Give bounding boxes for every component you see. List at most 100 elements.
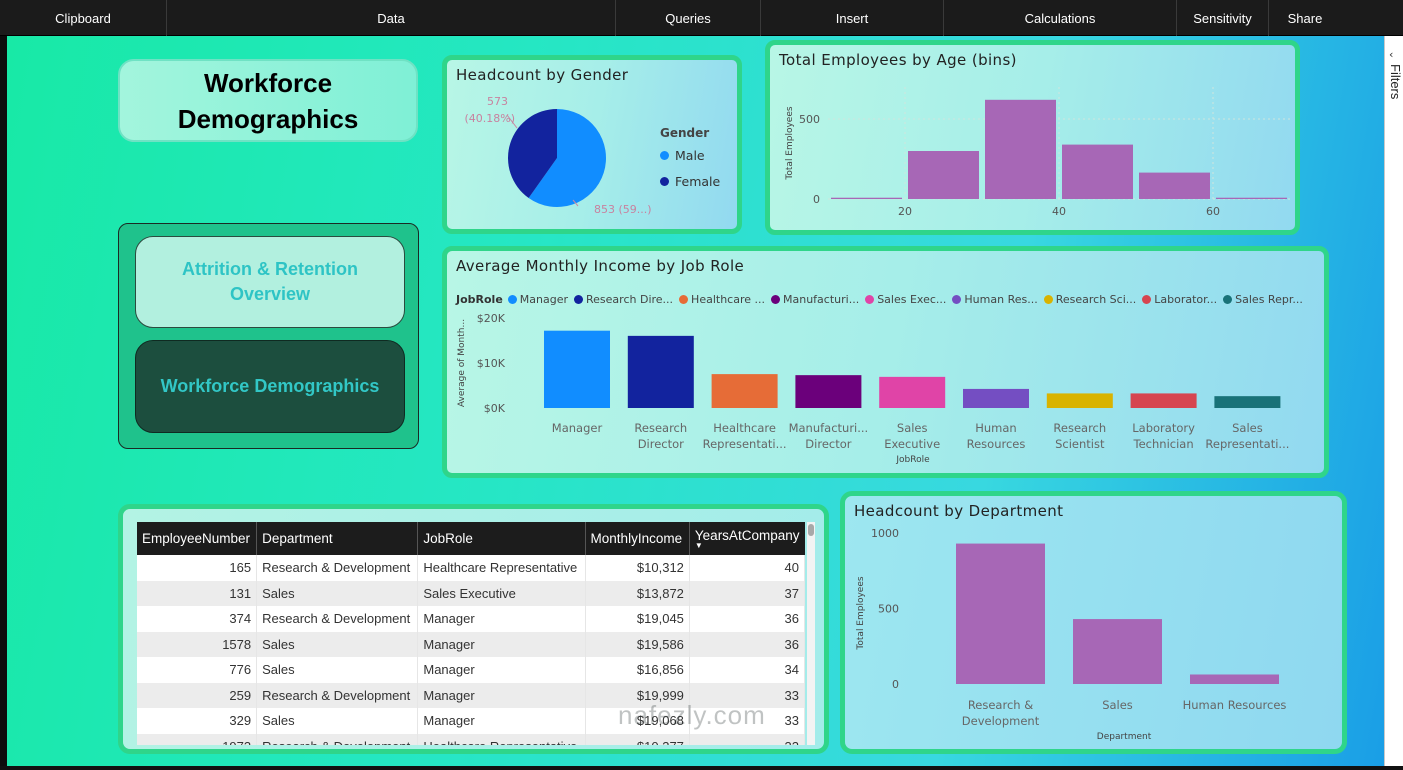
pie-slice-male[interactable] — [528, 109, 606, 207]
ribbon-sensitivity[interactable]: Sensitivity — [1177, 0, 1269, 36]
legend-label-male: Male — [675, 148, 705, 163]
income-chart-panel[interactable]: Average Monthly Income by Job Role JobRo… — [442, 246, 1329, 478]
income-bar-svg: $0K $10K $20K Manager Research Director Health… — [457, 312, 1289, 465]
table-cell: $19,999 — [585, 682, 690, 708]
col-header-monthly-income[interactable]: MonthlyIncome — [585, 522, 690, 555]
income-bar[interactable] — [627, 335, 694, 408]
table-cell: Research & Development — [256, 606, 419, 632]
col-header-jobrole[interactable]: JobRole — [417, 522, 586, 555]
income-bar[interactable] — [795, 375, 862, 408]
table-row[interactable]: 131 Sales Sales Executive $13,872 37 — [137, 580, 805, 606]
jobrole-legend-label: Healthcare ... — [691, 293, 765, 306]
page-title: Workforce Demographics — [118, 59, 418, 142]
pie-slice-female[interactable] — [508, 109, 557, 198]
table-row[interactable]: 165 Research & Development Healthcare Repr… — [137, 555, 805, 581]
jobrole-legend: JobRole Manager Research Dire... Healthcar… — [456, 293, 1309, 306]
ribbon-share[interactable]: Share — [1287, 10, 1323, 26]
table-scrollbar[interactable] — [807, 522, 815, 745]
legend-item-female[interactable]: Female — [660, 174, 720, 189]
legend-dot — [771, 295, 780, 304]
filters-pane[interactable]: ‹ Filters — [1384, 36, 1403, 770]
ribbon-clipboard[interactable]: Clipboard — [0, 0, 167, 36]
dept-bar[interactable] — [1073, 619, 1162, 684]
jobrole-legend-item[interactable]: Manager — [507, 293, 569, 306]
col-header-department[interactable]: Department — [256, 522, 419, 555]
table-row[interactable]: 374 Research & Development Manager $19,045 3… — [137, 606, 805, 632]
table-cell: Manager — [417, 631, 586, 657]
jobrole-legend-item[interactable]: Laborator... — [1142, 293, 1217, 306]
jobrole-legend-item[interactable]: Human Res... — [952, 293, 1038, 306]
income-x-tick-label: Manager — [552, 421, 603, 435]
income-bar[interactable] — [711, 374, 778, 408]
income-bar[interactable] — [1214, 396, 1281, 408]
income-bar[interactable] — [963, 388, 1029, 408]
chevron-left-icon[interactable]: ‹ — [1389, 48, 1394, 61]
jobrole-legend-item[interactable]: Research Sci... — [1043, 293, 1137, 306]
income-x-axis-title: JobRole — [895, 455, 930, 465]
jobrole-legend-label: Research Sci... — [1055, 293, 1137, 306]
jobrole-legend-label: Manager — [519, 293, 569, 306]
dept-bar[interactable] — [1190, 674, 1279, 684]
income-bar[interactable] — [544, 330, 610, 408]
income-bar[interactable] — [879, 376, 946, 408]
table-row[interactable]: 1578 Sales Manager $19,586 36 — [137, 631, 805, 657]
nav-attrition-line2: Overview — [229, 284, 311, 304]
table-cell: 32 — [689, 733, 805, 745]
table-cell: Healthcare Representative — [417, 555, 586, 581]
age-bar[interactable] — [1216, 197, 1287, 199]
income-x-tick-label: Research — [634, 421, 687, 435]
gender-chart-panel[interactable]: Headcount by Gender 573 (40.18%) 853 (59… — [442, 55, 742, 234]
jobrole-legend-item[interactable]: Sales Exec... — [865, 293, 946, 306]
age-y-axis-title: Total Employees — [785, 106, 795, 180]
employee-table-panel[interactable]: EmployeeNumber Department JobRole Monthl… — [118, 504, 829, 754]
legend-dot — [1223, 295, 1233, 304]
table-row[interactable]: 776 Sales Manager $16,856 34 — [137, 657, 805, 683]
table-scroll-thumb[interactable] — [808, 524, 814, 536]
age-bar[interactable] — [1139, 172, 1210, 199]
nav-attrition-retention-button[interactable]: Attrition & Retention Overview — [135, 236, 405, 328]
table-cell: 1973 — [137, 733, 258, 745]
income-x-tick-label: Scientist — [1055, 437, 1105, 451]
ribbon-queries[interactable]: Queries — [616, 0, 761, 36]
nav-workforce-demographics-button[interactable]: Workforce Demographics — [135, 340, 405, 433]
sort-descending-icon[interactable]: ▼ — [694, 541, 703, 550]
dept-bar[interactable] — [956, 543, 1045, 684]
age-chart-panel[interactable]: Total Employees by Age (bins) 0 500 20 40 60… — [765, 40, 1300, 235]
legend-dot — [865, 295, 875, 304]
jobrole-legend-item[interactable]: Research Dire... — [574, 293, 673, 306]
income-x-tick-label: Director — [638, 437, 684, 451]
dept-y-tick-label: 500 — [878, 603, 899, 616]
table-cell: 374 — [137, 606, 258, 632]
ribbon-calculations[interactable]: Calculations — [944, 0, 1177, 36]
age-x-tick-label: 60 — [1206, 205, 1220, 218]
col-header-years-at-company[interactable]: YearsAtCompany ▼ — [689, 522, 805, 555]
table-cell: $10,377 — [585, 733, 690, 745]
legend-dot — [679, 295, 689, 304]
table-cell: Research & Development — [256, 733, 419, 745]
legend-item-male[interactable]: Male — [660, 148, 705, 163]
ribbon-data[interactable]: Data — [167, 0, 616, 36]
income-x-tick-label: Laboratory — [1132, 421, 1195, 435]
dept-chart-panel[interactable]: Headcount by Department 0 500 1000 Research… — [840, 491, 1347, 754]
jobrole-legend-item[interactable]: Sales Repr... — [1223, 293, 1303, 306]
jobrole-legend-item[interactable]: Healthcare ... — [679, 293, 765, 306]
col-header-employee-number[interactable]: EmployeeNumber — [137, 522, 258, 555]
page-navigator: Attrition & Retention Overview Workforce… — [118, 223, 419, 449]
table-cell: 776 — [137, 657, 258, 683]
table-cell: Sales — [256, 657, 419, 683]
jobrole-legend-item[interactable]: Manufacturi... — [771, 293, 859, 306]
age-bar[interactable] — [831, 197, 902, 199]
income-bar[interactable] — [1130, 393, 1197, 408]
page-title-line1: Workforce — [203, 67, 333, 98]
age-bar[interactable] — [908, 151, 979, 199]
table-row[interactable]: 259 Research & Development Manager $19,999 3… — [137, 682, 805, 708]
table-row[interactable]: 329 Sales Manager $19,068 33 — [137, 708, 805, 734]
income-bar[interactable] — [1046, 393, 1113, 408]
ribbon-insert[interactable]: Insert — [761, 0, 944, 36]
age-bar[interactable] — [985, 99, 1056, 199]
dept-chart-title: Headcount by Department — [854, 502, 1064, 520]
table-cell: 329 — [137, 708, 258, 734]
age-bar[interactable] — [1062, 144, 1133, 199]
income-x-tick-label: Representati... — [1205, 437, 1289, 451]
